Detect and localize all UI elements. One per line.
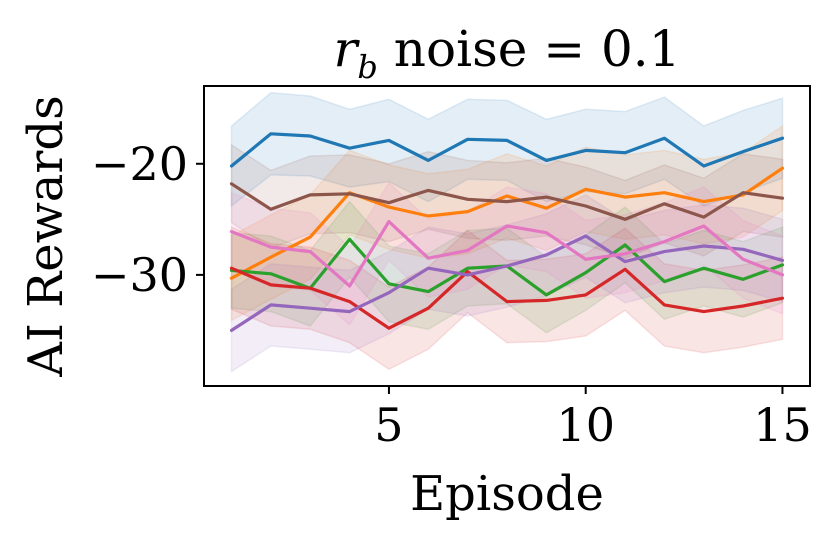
series-purple-line	[229, 234, 785, 332]
chart-title: rb noise = 0.1	[333, 20, 680, 86]
y-axis-ticks: −20 −30	[91, 137, 204, 302]
x-axis-ticks: 5 10 15	[374, 386, 812, 452]
title-subscript: b	[357, 48, 377, 86]
series-blue-band	[230, 91, 784, 208]
confidence-bands	[230, 91, 784, 373]
series-brown-line	[229, 182, 785, 221]
series-lines	[229, 132, 785, 332]
y-axis-label: AI Rewards	[18, 95, 74, 377]
series-red-line	[229, 266, 785, 330]
y-tick-label: −20	[91, 137, 188, 191]
series-orange-band	[230, 124, 784, 322]
x-axis-label: Episode	[410, 466, 604, 522]
series-orange-line	[229, 166, 785, 280]
x-tick-label: 10	[556, 398, 615, 452]
title-variable: r	[333, 20, 360, 78]
x-tick-label: 5	[374, 398, 403, 452]
series-pink-band	[230, 181, 784, 327]
title-text: noise = 0.1	[378, 20, 681, 78]
plot-frame	[203, 85, 811, 387]
x-tick-label: 15	[753, 398, 812, 452]
series-blue-line	[229, 132, 785, 168]
series-purple-band	[230, 194, 784, 373]
series-pink-line	[229, 220, 785, 288]
y-tick-label: −30	[91, 248, 188, 302]
